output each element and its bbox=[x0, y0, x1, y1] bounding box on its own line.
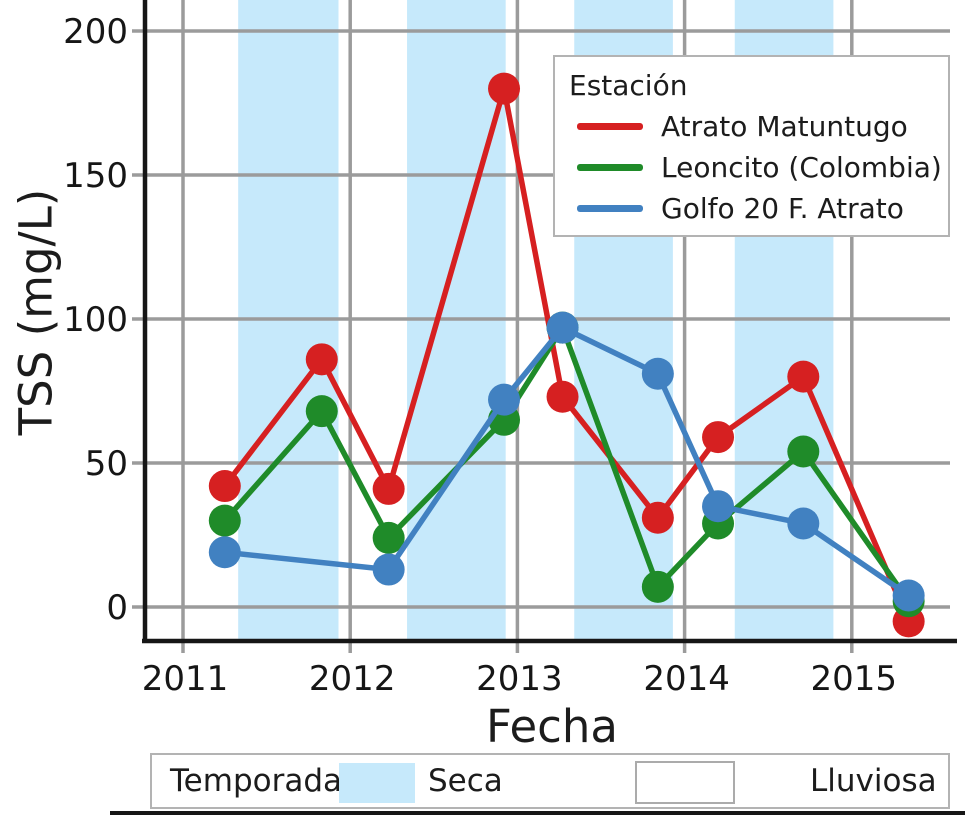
data-point bbox=[546, 311, 579, 344]
data-point bbox=[787, 360, 820, 393]
data-point bbox=[702, 490, 735, 523]
leoncito-line-swatch bbox=[577, 164, 643, 171]
season-legend: Temporada Seca Lluviosa bbox=[150, 753, 950, 809]
legend-entry-atrato: Atrato Matuntugo bbox=[577, 110, 948, 143]
data-point bbox=[546, 380, 579, 413]
legend-entry-label: Atrato Matuntugo bbox=[661, 110, 908, 143]
legend-entry-label: Leoncito (Colombia) bbox=[661, 151, 942, 184]
atrato-line-swatch bbox=[577, 123, 643, 130]
y-tick-label: 0 bbox=[106, 588, 128, 628]
series-legend: Estación Atrato Matuntugo Leoncito (Colo… bbox=[553, 55, 950, 237]
y-tick-label: 100 bbox=[63, 300, 128, 340]
lluviosa-swatch bbox=[635, 761, 735, 804]
data-point bbox=[641, 501, 674, 534]
figure-edge bbox=[110, 811, 965, 815]
data-point bbox=[208, 536, 241, 569]
y-axis-label: TSS (mg/L) bbox=[9, 188, 63, 436]
data-point bbox=[787, 507, 820, 540]
y-tick-label: 50 bbox=[85, 444, 128, 484]
seca-swatch bbox=[339, 763, 415, 803]
data-point bbox=[702, 421, 735, 454]
data-point bbox=[488, 383, 521, 416]
y-tick-label: 150 bbox=[63, 156, 128, 196]
y-tick-label: 200 bbox=[63, 12, 128, 52]
data-point bbox=[488, 72, 521, 105]
legend-entry-leoncito: Leoncito (Colombia) bbox=[577, 151, 948, 184]
data-point bbox=[372, 521, 405, 554]
legend-entry-golfo: Golfo 20 F. Atrato bbox=[577, 192, 948, 225]
data-point bbox=[372, 553, 405, 586]
data-point bbox=[372, 472, 405, 505]
x-tick-label: 2014 bbox=[643, 659, 730, 699]
legend-entry-label: Golfo 20 F. Atrato bbox=[661, 192, 904, 225]
x-tick-label: 2012 bbox=[309, 659, 396, 699]
data-point bbox=[305, 395, 338, 428]
seca-label: Seca bbox=[428, 763, 503, 799]
x-tick-label: 2013 bbox=[476, 659, 563, 699]
data-point bbox=[305, 343, 338, 376]
data-point bbox=[892, 579, 925, 612]
data-point bbox=[208, 470, 241, 503]
x-tick-label: 2015 bbox=[811, 659, 898, 699]
series-legend-title: Estación bbox=[569, 69, 688, 102]
lluviosa-label: Lluviosa bbox=[810, 763, 937, 799]
season-legend-title: Temporada bbox=[170, 763, 342, 799]
data-point bbox=[787, 435, 820, 468]
data-point bbox=[208, 504, 241, 537]
golfo-line-swatch bbox=[577, 205, 643, 212]
x-tick-label: 2011 bbox=[142, 659, 229, 699]
data-point bbox=[641, 357, 674, 390]
x-axis-label: Fecha bbox=[486, 700, 618, 753]
data-point bbox=[641, 570, 674, 603]
